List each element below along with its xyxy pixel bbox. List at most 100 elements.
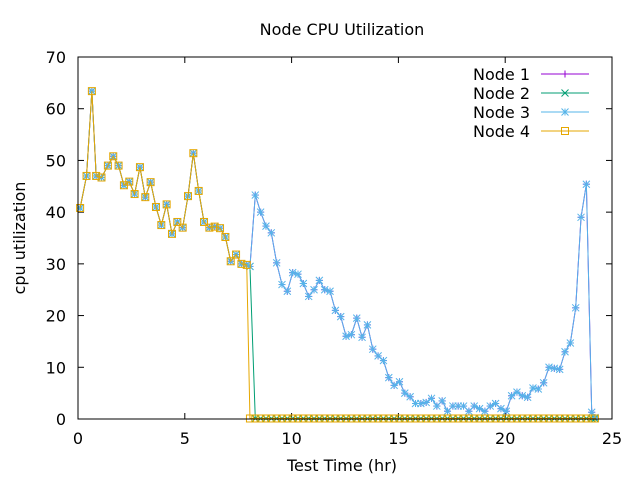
marker-stroke [416, 399, 425, 408]
x-tick-label: 10 [281, 429, 301, 448]
data-point [539, 378, 548, 387]
marker-stroke [363, 414, 372, 423]
marker-stroke [443, 414, 452, 423]
marker-stroke [454, 414, 463, 423]
data-point [221, 232, 230, 241]
x-tick-label: 15 [388, 429, 408, 448]
marker-stroke [320, 414, 329, 423]
marker-stroke [427, 394, 436, 403]
data-point [550, 414, 559, 423]
marker-stroke [82, 171, 91, 180]
x-tick-label: 20 [495, 429, 515, 448]
data-point [245, 414, 254, 423]
marker-stroke [242, 260, 251, 269]
marker-stroke [368, 345, 377, 354]
marker-stroke [577, 213, 585, 222]
y-tick-label: 10 [46, 358, 66, 377]
data-point [251, 414, 260, 423]
data-point [577, 414, 586, 423]
data-point [390, 414, 399, 423]
series-layer [76, 87, 599, 423]
marker-stroke [278, 280, 286, 289]
data-point [189, 149, 198, 158]
data-point [272, 414, 281, 423]
marker-stroke [475, 414, 484, 423]
marker-stroke [534, 414, 543, 423]
data-point [534, 414, 543, 423]
marker-stroke [577, 414, 586, 423]
marker-stroke [491, 414, 500, 423]
marker-stroke [173, 217, 182, 226]
y-tick-label: 30 [46, 255, 66, 274]
data-point [342, 414, 351, 423]
data-point [561, 127, 569, 135]
marker-stroke [561, 127, 569, 135]
data-point [507, 414, 516, 423]
data-point [507, 391, 516, 400]
marker-stroke [184, 192, 193, 201]
data-point [454, 414, 463, 423]
x-tick-label: 5 [180, 429, 190, 448]
marker-stroke [384, 414, 393, 423]
marker-stroke [486, 414, 495, 423]
data-point [278, 280, 286, 289]
data-point [496, 414, 505, 423]
data-point [331, 306, 340, 315]
marker-stroke [315, 276, 324, 285]
data-point [363, 321, 372, 329]
legend-label: Node 4 [473, 122, 530, 141]
marker-stroke [304, 414, 313, 423]
data-point [571, 414, 580, 423]
marker-stroke [320, 285, 329, 294]
data-point [566, 339, 575, 347]
data-point [87, 87, 96, 96]
marker-stroke [216, 224, 225, 233]
data-point [237, 259, 246, 268]
marker-stroke [400, 414, 409, 423]
data-point [400, 389, 409, 397]
marker-stroke [342, 332, 350, 341]
data-point [480, 414, 489, 423]
y-tick-label: 50 [46, 151, 66, 170]
marker-stroke [237, 259, 246, 268]
marker-stroke [582, 414, 591, 423]
marker-stroke [114, 161, 123, 170]
data-point [358, 414, 367, 423]
data-point [226, 257, 235, 266]
data-point [561, 108, 569, 116]
data-point [288, 414, 297, 423]
marker-stroke [539, 378, 548, 387]
data-point [582, 414, 591, 423]
data-point [422, 398, 431, 407]
axis-ticks [77, 56, 613, 420]
data-point [76, 204, 85, 213]
data-point [347, 414, 356, 423]
marker-stroke [496, 414, 505, 423]
data-point [464, 414, 473, 423]
data-point [109, 152, 118, 161]
marker-stroke [561, 108, 569, 116]
marker-stroke [336, 312, 345, 321]
marker-stroke [76, 204, 85, 213]
data-point [363, 414, 372, 423]
data-point [561, 414, 570, 423]
marker-stroke [561, 89, 569, 97]
marker-stroke [384, 373, 393, 382]
data-point [379, 356, 388, 365]
data-point [288, 268, 297, 277]
marker-stroke [200, 217, 209, 226]
legend-label: Node 1 [473, 65, 530, 84]
marker-stroke [162, 200, 171, 209]
marker-stroke [245, 414, 254, 423]
data-point [205, 223, 214, 232]
data-point [582, 180, 591, 189]
marker-stroke [299, 414, 308, 423]
marker-stroke [518, 414, 527, 423]
series-node-4 [76, 87, 599, 423]
marker-stroke [146, 178, 155, 187]
data-point [267, 228, 276, 237]
data-point [438, 414, 447, 423]
marker-stroke [151, 202, 160, 211]
marker-stroke [566, 339, 575, 347]
